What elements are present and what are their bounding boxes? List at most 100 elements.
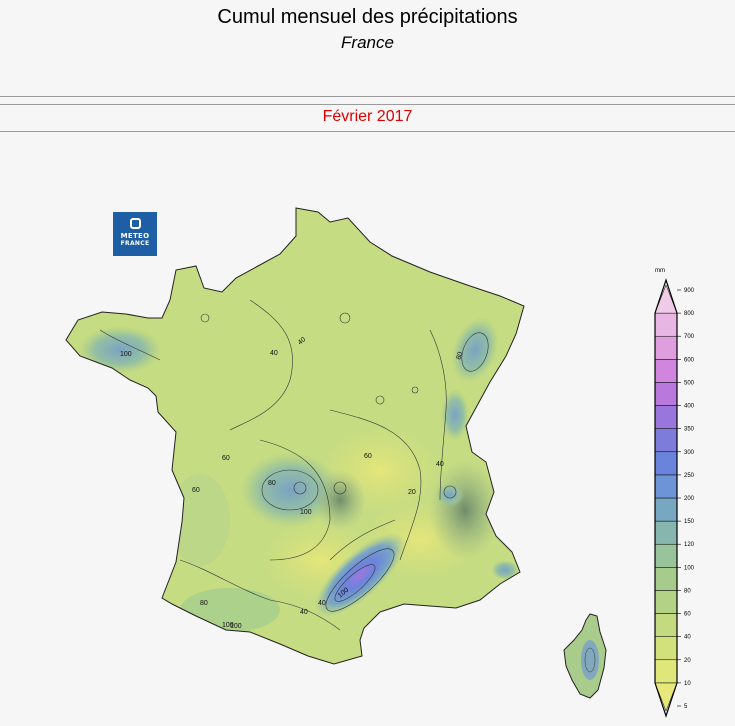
contour-label: 40	[318, 600, 326, 607]
legend-color-band	[654, 359, 678, 383]
contour-label: 20	[408, 489, 416, 496]
contour-label: 60	[364, 453, 372, 460]
contour-line	[99, 329, 161, 361]
contour-line	[339, 312, 351, 324]
wet-area-nice	[491, 560, 519, 580]
legend-outline	[654, 278, 678, 718]
contour-line	[329, 409, 422, 561]
wet-area-alps	[436, 483, 464, 507]
legend-color-band	[654, 405, 678, 429]
divider-mid	[0, 104, 735, 105]
legend-unit: mm	[655, 268, 665, 274]
contour-label: 100	[230, 623, 242, 630]
contour-label: 40	[297, 336, 308, 346]
contour-line	[229, 299, 293, 431]
contour-lines	[99, 299, 489, 631]
legend-color-band	[654, 335, 678, 360]
wet-area-jura	[441, 389, 469, 441]
legend-color-band	[654, 543, 678, 568]
divider-bottom	[0, 131, 735, 132]
contour-label: 40	[436, 461, 444, 468]
wet-area-west	[170, 474, 230, 566]
contour-line	[375, 395, 385, 405]
contour-line	[334, 564, 376, 602]
legend-color-band	[654, 659, 678, 684]
contour-line	[259, 439, 331, 561]
wet-area-cevennes	[314, 532, 406, 618]
contour-label: 100	[222, 622, 234, 629]
contour-label: 80	[200, 600, 208, 607]
contour-line	[461, 332, 489, 372]
legend-color-band	[654, 284, 678, 314]
contour-line	[443, 485, 457, 499]
france-coastline	[65, 207, 525, 665]
contour-label: 40	[270, 350, 278, 357]
contour-label: 100	[300, 509, 312, 516]
contour-line	[261, 469, 319, 511]
contour-label: 80	[268, 480, 276, 487]
legend-color-band	[654, 474, 678, 499]
legend-tick-label: 700	[684, 334, 695, 340]
contour-label: 60	[192, 487, 200, 494]
contour-line	[584, 647, 596, 673]
legend-tick-label: 300	[684, 450, 695, 456]
legend-color-band	[654, 567, 678, 591]
legend-tick-label: 100	[684, 565, 695, 571]
contour-line	[293, 481, 307, 495]
contour-line	[200, 313, 210, 323]
legend-color-band	[654, 451, 678, 476]
legend-color-band	[654, 520, 678, 545]
legend-tick-label: 800	[684, 311, 695, 317]
relief-alps	[429, 460, 501, 560]
map-title: Cumul mensuel des précipitations	[217, 6, 518, 28]
divider-top	[0, 96, 735, 97]
legend-tick-label: 40	[684, 635, 691, 641]
corsica-wet-area	[581, 640, 599, 680]
legend-color-band	[654, 428, 678, 453]
legend-tick-label: 500	[684, 380, 695, 386]
legend-tick-label: 200	[684, 496, 695, 502]
legend-tick-label: 150	[684, 519, 695, 525]
color-scale-legend: mm 5 10 20 40 60 80 100 120 150 200 250 300 350 400 50…	[654, 268, 695, 718]
meteo-france-mark-icon	[129, 218, 141, 229]
legend-color-band	[654, 613, 678, 637]
legend-tick-label: 600	[684, 357, 695, 363]
legend-tick-label: 80	[684, 588, 691, 594]
legend-tick-label: 60	[684, 612, 691, 618]
contour-line	[429, 329, 447, 501]
period-label: Février 2017	[322, 108, 413, 125]
meteo-france-logo: METEO FRANCE	[113, 212, 157, 256]
legend-tick-label: 120	[684, 542, 695, 548]
contour-line	[179, 559, 341, 631]
corsica	[563, 613, 607, 699]
contour-line	[411, 386, 419, 394]
wet-area-vosges	[451, 317, 499, 383]
france-mainland: 40 40 60 60 80 80 100 100 100 20 40 60 4…	[65, 207, 525, 665]
relief-massif-central	[314, 470, 366, 530]
legend-color-band	[654, 497, 678, 522]
legend-tick-label: 10	[684, 681, 691, 687]
contour-label: 80	[455, 351, 464, 361]
wet-area-brittany	[78, 326, 162, 374]
contour-label: 100	[120, 351, 132, 358]
map-subtitle: France	[341, 33, 394, 52]
legend-tick-label: 20	[684, 658, 691, 664]
legend-color-band	[654, 590, 678, 614]
legend-tick-label: 900	[684, 288, 695, 294]
header: Cumul mensuel des précipitations France	[0, 0, 735, 96]
legend-tick-label: 250	[684, 473, 695, 479]
contour-label: 60	[222, 455, 230, 462]
legend-color-band	[654, 636, 678, 661]
legend-tick-label: 5	[684, 704, 688, 710]
legend-tick-label: 350	[684, 427, 695, 433]
contour-line	[333, 481, 347, 495]
legend-color-band	[654, 382, 678, 406]
legend-tick-label: 400	[684, 404, 695, 410]
contour-label: 40	[300, 609, 308, 616]
legend-color-band	[654, 682, 678, 712]
contour-line	[329, 519, 396, 561]
legend-color-band	[654, 312, 678, 337]
contour-line	[325, 548, 395, 612]
precipitation-fields	[78, 317, 519, 632]
